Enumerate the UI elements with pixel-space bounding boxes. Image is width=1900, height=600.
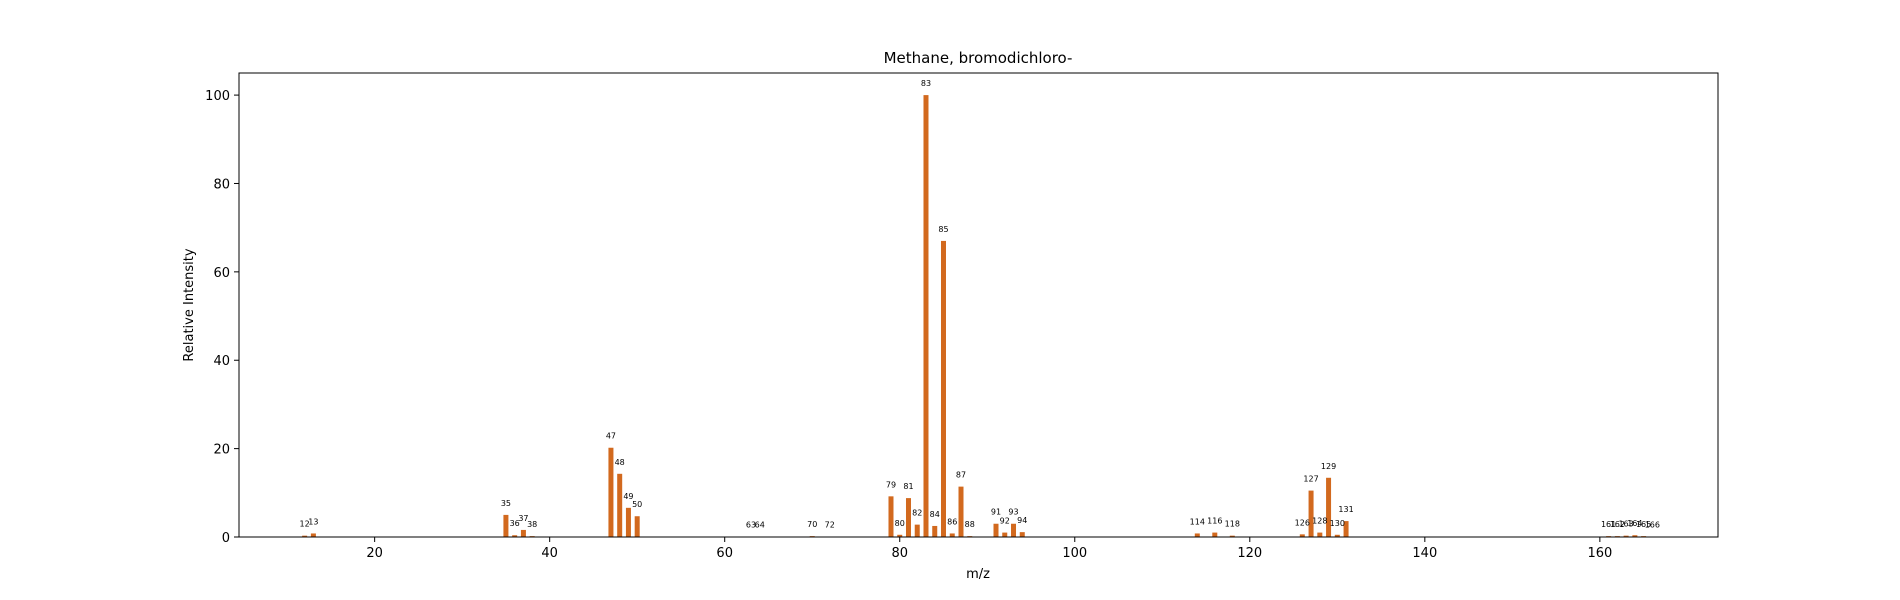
peak-bar-13 (310, 533, 316, 537)
peak-label-36: 36 (510, 519, 520, 528)
peak-label-118: 118 (1225, 520, 1240, 529)
peak-bar-35 (503, 514, 509, 537)
peak-bar-94 (1019, 532, 1025, 537)
peak-bar-92 (1002, 532, 1008, 537)
peak-bar-37 (520, 529, 526, 537)
peak-label-116: 116 (1207, 517, 1222, 526)
peak-label-70: 70 (807, 520, 817, 529)
peak-label-12: 12 (300, 520, 310, 529)
peak-label-87: 87 (956, 471, 966, 480)
peak-label-48: 48 (615, 458, 625, 467)
peak-label-93: 93 (1008, 508, 1018, 517)
peak-label-163: 163 (1618, 520, 1633, 529)
peak-label-131: 131 (1338, 505, 1353, 514)
peak-label-64: 64 (755, 521, 765, 530)
plot-area-frame (238, 72, 1719, 538)
peak-label-165: 165 (1636, 520, 1651, 529)
peak-bar-12 (302, 535, 308, 537)
x-tick-label: 100 (1062, 546, 1087, 561)
x-tick-label: 160 (1587, 546, 1612, 561)
x-axis-label: m/z (966, 567, 990, 582)
x-tick-label: 120 (1237, 546, 1262, 561)
peak-bar-81 (905, 498, 911, 537)
y-tick-label: 40 (213, 354, 230, 369)
peak-bar-49 (625, 507, 631, 537)
peak-bar-164 (1632, 535, 1638, 537)
peak-label-126: 126 (1295, 518, 1310, 527)
peak-label-88: 88 (965, 520, 975, 529)
peak-bar-131 (1343, 521, 1349, 537)
y-axis-ticks: 0 20 40 60 80 100 (205, 89, 239, 546)
peak-bar-163 (1623, 535, 1629, 537)
peak-bar-47 (608, 447, 614, 537)
peak-bar-79 (888, 496, 894, 537)
peak-label-84: 84 (930, 510, 940, 519)
peak-bar-36 (512, 535, 518, 537)
peak-bar-118 (1229, 535, 1235, 537)
y-axis-label: Relative Intensity (182, 248, 197, 361)
x-tick-label: 40 (541, 546, 558, 561)
peak-label-86: 86 (947, 517, 957, 526)
peak-bar-86 (949, 533, 955, 537)
peak-label-166: 166 (1645, 521, 1660, 530)
peak-label-128: 128 (1312, 517, 1327, 526)
peak-label-13: 13 (308, 517, 318, 526)
peak-bar-87 (958, 486, 964, 537)
peak-label-50: 50 (632, 500, 642, 509)
peak-label-82: 82 (912, 509, 922, 518)
peak-label-47: 47 (606, 432, 616, 441)
peak-label-130: 130 (1330, 519, 1345, 528)
y-tick-label: 0 (222, 531, 230, 546)
peak-bar-48 (617, 473, 623, 537)
peak-label-81: 81 (903, 482, 913, 491)
peak-bar-83 (923, 95, 929, 537)
peak-label-38: 38 (527, 520, 537, 529)
chart-title: Methane, bromodichloro- (884, 49, 1073, 67)
peak-label-127: 127 (1303, 475, 1318, 484)
peak-bar-50 (634, 516, 640, 537)
peak-label-129: 129 (1321, 462, 1336, 471)
peak-bar-126 (1299, 534, 1305, 537)
peak-bar-130 (1334, 534, 1340, 537)
peak-label-162: 162 (1610, 520, 1625, 529)
peak-label-72: 72 (825, 521, 835, 530)
peak-label-94: 94 (1017, 516, 1027, 525)
peak-bar-85 (940, 240, 946, 538)
peak-bar-127 (1308, 490, 1314, 537)
peak-label-63: 63 (746, 521, 756, 530)
peak-label-85: 85 (938, 225, 948, 234)
y-tick-label: 80 (213, 177, 230, 192)
x-tick-label: 80 (891, 546, 908, 561)
peak-label-114: 114 (1190, 517, 1205, 526)
peak-label-83: 83 (921, 79, 931, 88)
peak-bar-80 (897, 534, 903, 537)
peak-bar-114 (1194, 533, 1200, 537)
x-axis-ticks: 20 40 60 80 100 120 140 160 (366, 537, 1612, 561)
peak-bar-129 (1326, 477, 1332, 537)
peak-bar-91 (993, 523, 999, 537)
peak-label-80: 80 (895, 519, 905, 528)
x-tick-label: 60 (716, 546, 733, 561)
peak-bar-128 (1317, 532, 1323, 537)
y-tick-label: 20 (213, 443, 230, 458)
peak-label-37: 37 (518, 514, 528, 523)
peak-label-79: 79 (886, 480, 896, 489)
peak-label-164: 164 (1627, 519, 1642, 528)
x-tick-label: 20 (366, 546, 383, 561)
peak-bar-93 (1011, 523, 1017, 537)
x-tick-label: 140 (1412, 546, 1437, 561)
peak-label-92: 92 (1000, 517, 1010, 526)
peak-label-91: 91 (991, 508, 1001, 517)
y-tick-label: 100 (205, 89, 230, 104)
bars-group (302, 95, 1655, 538)
peak-bar-84 (932, 525, 938, 537)
y-tick-label: 60 (213, 266, 230, 281)
peak-label-49: 49 (623, 492, 633, 501)
peak-label-35: 35 (501, 499, 511, 508)
peak-label-161: 161 (1601, 520, 1616, 529)
peak-bar-82 (914, 524, 920, 537)
peak-bar-116 (1212, 532, 1218, 537)
